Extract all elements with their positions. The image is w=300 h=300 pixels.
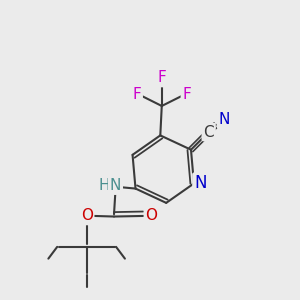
Text: O: O [146, 208, 158, 224]
Text: N: N [110, 178, 121, 193]
Text: H: H [99, 178, 110, 193]
Text: N: N [194, 174, 207, 192]
Text: F: F [158, 70, 166, 86]
Text: F: F [182, 87, 191, 102]
Text: C: C [203, 124, 214, 140]
Text: N: N [218, 112, 230, 127]
Text: F: F [132, 87, 141, 102]
Text: O: O [81, 208, 93, 224]
